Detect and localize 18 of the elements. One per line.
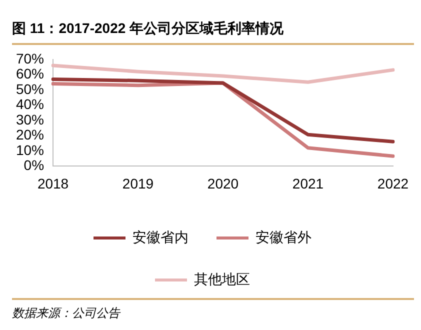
y-tick-label: 0% xyxy=(24,157,44,174)
legend-label: 安徽省内 xyxy=(132,228,188,245)
y-tick-label: 20% xyxy=(16,126,44,143)
y-tick-label: 10% xyxy=(16,142,44,158)
y-tick-label: 70% xyxy=(16,50,44,66)
y-tick-label: 50% xyxy=(16,80,44,97)
x-tick-label: 2020 xyxy=(207,175,239,192)
x-tick-label: 2022 xyxy=(377,175,409,192)
chart-title: 图 11：2017-2022 年公司分区域毛利率情况 xyxy=(12,20,284,38)
x-tick-label: 2019 xyxy=(122,175,154,192)
x-tick-label: 2021 xyxy=(292,175,324,192)
y-tick-label: 40% xyxy=(16,96,44,112)
source-note: 数据来源：公司公告 xyxy=(12,305,120,322)
legend-label: 其他地区 xyxy=(194,270,250,287)
x-tick-label: 2018 xyxy=(37,175,69,192)
y-tick-label: 60% xyxy=(16,66,44,82)
legend-label: 安徽省外 xyxy=(256,228,312,245)
y-tick-label: 30% xyxy=(16,111,44,128)
